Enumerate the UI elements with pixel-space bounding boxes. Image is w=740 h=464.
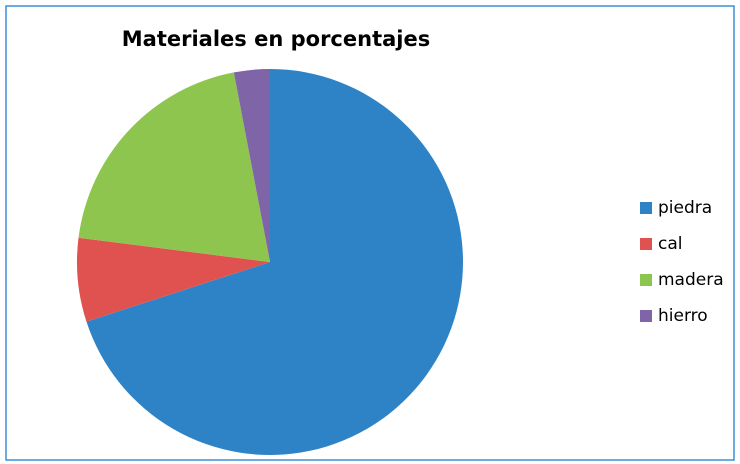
legend-label: piedra bbox=[658, 198, 712, 218]
legend-label: hierro bbox=[658, 306, 708, 326]
legend-swatch bbox=[640, 202, 652, 214]
pie-slice bbox=[78, 72, 270, 262]
chart-title: Materiales en porcentajes bbox=[122, 27, 430, 51]
pie-slice bbox=[233, 69, 270, 262]
legend-swatch bbox=[640, 238, 652, 250]
legend-swatch bbox=[640, 274, 652, 286]
pie-slice bbox=[86, 69, 463, 455]
legend-label: cal bbox=[658, 234, 683, 254]
legend-label: madera bbox=[658, 270, 724, 290]
legend-swatch bbox=[640, 310, 652, 322]
pie-slice bbox=[76, 237, 270, 322]
